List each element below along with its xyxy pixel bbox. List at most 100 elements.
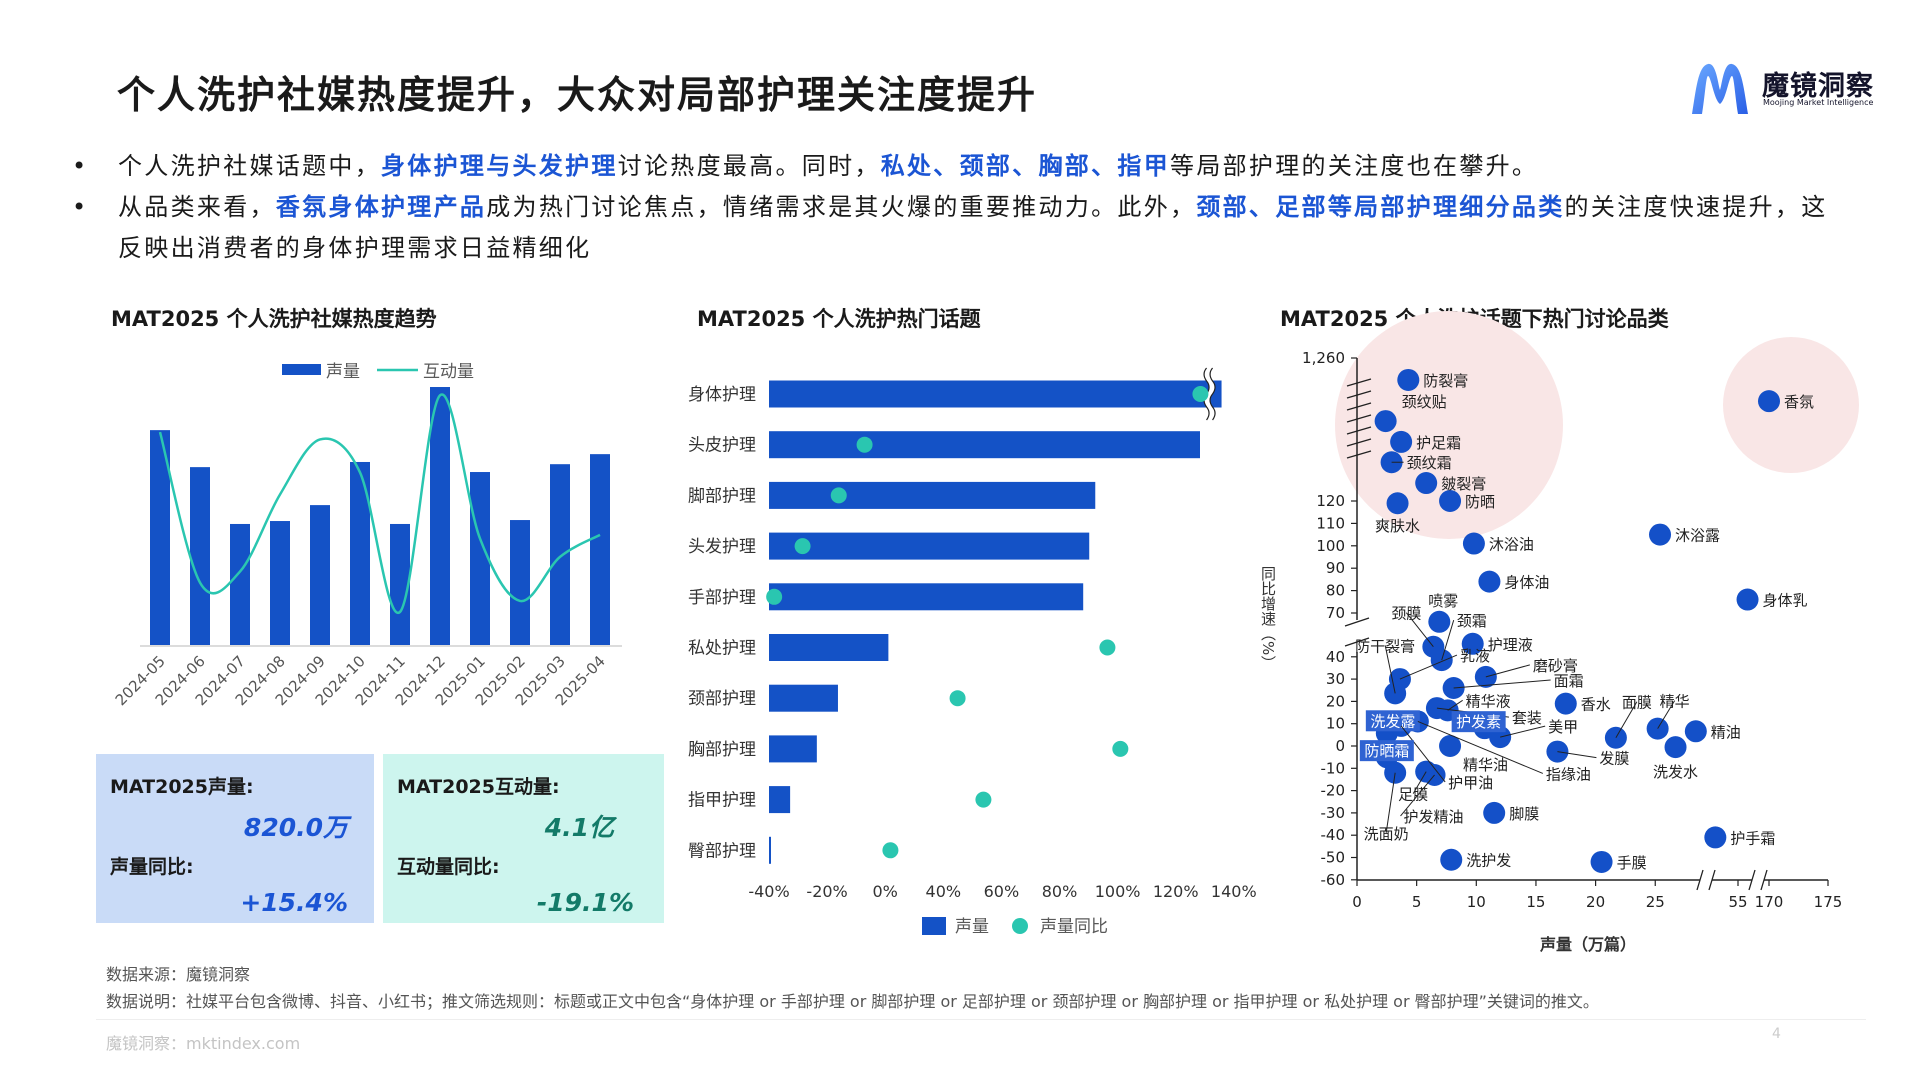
trend-chart: 2024-052024-062024-072024-082024-092024-… [112,362,622,709]
bar [550,464,570,645]
volume-bar [769,583,1084,611]
y-axis-break-mark [1346,402,1372,411]
label-highlight-box [1359,740,1414,762]
leader-line [1412,771,1427,794]
y-axis-break-mark [1344,617,1370,627]
category-point [1758,390,1780,413]
bar [350,461,370,645]
x-tick-label: 170 [1755,893,1784,911]
point-label: 指缘油 [1546,765,1591,783]
x-axis-break-gap [1700,876,1712,884]
category-point [1736,588,1759,611]
highlight-text: 香氛身体护理产品 [275,193,487,221]
category-point [1428,610,1451,633]
point-label: 洗护发 [1466,852,1511,870]
highlight-zone [1335,311,1563,539]
bar [270,521,290,645]
x-axis-break-mark [1760,869,1768,891]
leader-line [1399,654,1458,680]
yoy-dot [856,436,873,453]
category-point [1649,523,1672,546]
kpi-value: 820.0万 [243,813,348,842]
point-label: 护足霜 [1416,434,1461,452]
categories-scatter: 1,260120110100908070403020100-10-20-30-4… [1259,311,1859,954]
logo-name-en: Moojing Market Intelligence [1763,98,1874,107]
point-label: 洗面奶 [1364,825,1409,843]
y-tick-label: 0 [1335,737,1345,755]
y-tick-label: -30 [1321,804,1346,822]
kpi-label: 声量同比: [110,856,194,878]
point-label: 精华油 [1463,756,1508,774]
yoy-dot [975,791,992,808]
y-axis-break-mark [1346,390,1372,399]
bar [230,523,250,645]
point-label: 皴裂膏 [1441,475,1486,493]
point-label: 精油 [1711,723,1741,741]
data-source: 数据来源：魔镜洞察 [106,965,251,984]
point-label: 脚膜 [1509,805,1539,823]
topics-chart-title: MAT2025 个人洗护热门话题 [697,307,981,331]
data-note: 数据说明：社媒平台包含微博、抖音、小红书；推文筛选规则：标题或正文中包含“身体护… [106,992,1599,1011]
legend-label: 声量 [326,362,360,382]
y-axis-break-mark [1346,438,1372,447]
interaction-line [158,393,601,614]
y-axis-break-mark [1344,637,1370,647]
yoy-dot [1112,740,1129,757]
x-tick-label: 5 [1412,893,1422,911]
point-label: 身体油 [1504,574,1549,592]
category-point [1478,570,1501,593]
category-label: 头皮护理 [688,436,756,456]
highlight-text: 身体护理与头发护理 [381,152,618,180]
footer-site: 魔镜洞察：mktindex.com [106,1034,301,1053]
point-label: 防干裂膏 [1355,637,1415,655]
y-tick-label: -50 [1321,849,1346,867]
point-label: 面霜 [1554,672,1584,690]
y-tick-label: 1,260 [1302,349,1345,367]
point-label: 乳液 [1460,647,1490,665]
x-tick-label: 10 [1467,893,1486,911]
bullet-dot-icon: • [72,152,89,180]
y-axis-break-gap [1354,620,1360,652]
category-point [1684,720,1707,743]
point-label: 美甲 [1548,718,1578,736]
point-label: 护手霜 [1730,829,1775,847]
yoy-dot [794,538,811,555]
point-label: 护发素 [1456,713,1501,731]
leader-line [1400,774,1435,817]
x-axis-break-mark [1708,869,1716,891]
volume-bar [769,735,817,763]
x-tick-label: 175 [1814,893,1843,911]
category-label: 胸部护理 [688,740,756,760]
category-point [1554,692,1577,715]
y-tick-label: 80 [1326,582,1345,600]
x-axis-title: 声量（万篇） [1539,935,1636,954]
point-label: 身体乳 [1763,592,1808,610]
category-point [1483,801,1506,824]
kpi-label: MAT2025互动量: [397,776,560,798]
y-tick-label: 100 [1316,537,1345,555]
bar [590,454,610,645]
bar [150,430,170,645]
category-point [1397,368,1420,391]
x-tick-label: 60% [984,882,1020,901]
bullet-text: 成为热门讨论焦点，情绪需求是其火爆的重要推动力。此外， [486,193,1197,221]
legend-label: 声量 [955,917,989,937]
x-tick-label: 120% [1153,882,1199,901]
volume-bar [769,431,1200,459]
category-label: 头发护理 [688,537,756,557]
yoy-dot [1099,639,1116,656]
moojing-m-logo-icon [1692,63,1748,114]
bullet-text: 等局部护理的关注度也在攀升。 [1170,152,1539,180]
x-tick-label: -20% [806,882,847,901]
leader-line [1400,725,1446,783]
x-tick-label: 140% [1211,882,1257,901]
point-label: 颈膜 [1391,605,1421,623]
label-highlight-box [1451,711,1506,733]
category-point [1374,410,1397,433]
kpi-value: +15.4% [240,888,348,917]
bar [470,472,490,645]
axis-break-gap [1204,366,1215,422]
point-label: 沐浴露 [1675,527,1720,545]
trend-chart-title: MAT2025 个人洗护社媒热度趋势 [111,307,437,331]
